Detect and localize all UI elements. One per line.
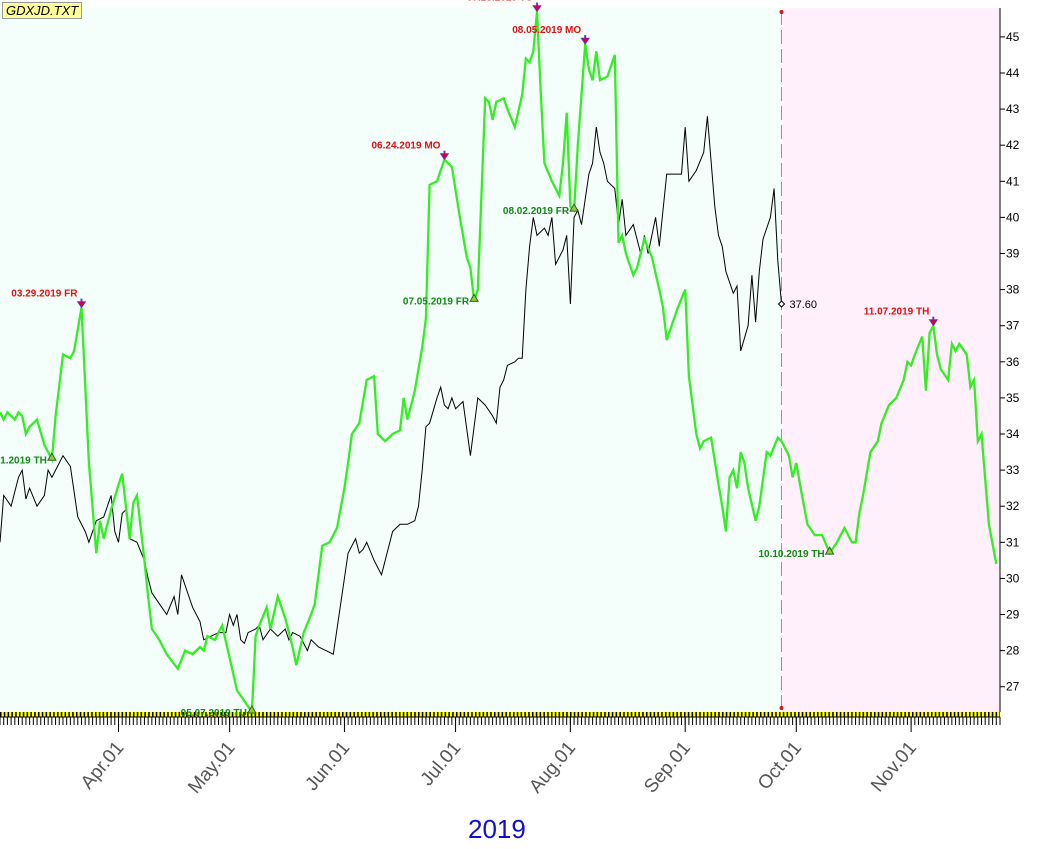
y-tick-label: 36 xyxy=(1006,355,1020,369)
trough-label: 1.2019 TH xyxy=(0,455,47,466)
x-tick-label: Oct.01 xyxy=(754,738,806,794)
y-tick-label: 35 xyxy=(1006,391,1020,405)
y-tick-label: 32 xyxy=(1006,499,1020,513)
peak-label: 03.29.2019 FR xyxy=(11,289,78,300)
y-tick-label: 45 xyxy=(1006,30,1020,44)
y-axis: 27 28 29 30 31 32 33 34 35 36 37 38 39 40 41 42 43 44 45 xyxy=(999,8,1020,712)
year-label: 2019 xyxy=(468,814,526,844)
y-tick-label: 38 xyxy=(1006,283,1020,297)
y-tick-label: 28 xyxy=(1006,644,1020,658)
y-tick-label: 30 xyxy=(1006,571,1020,585)
trough-label: 08.02.2019 FR xyxy=(503,206,570,217)
x-tick-label: Jun.01 xyxy=(302,738,355,795)
y-tick-label: 39 xyxy=(1006,246,1020,260)
peak-label: 06.24.2019 MO xyxy=(372,141,441,152)
y-tick-label: 31 xyxy=(1006,535,1020,549)
trough-label: 05.07.2019 TU xyxy=(181,708,247,719)
peak-arrow xyxy=(532,5,542,13)
trough-marker xyxy=(246,704,257,714)
peak-arrow xyxy=(580,37,590,45)
y-tick-label: 41 xyxy=(1006,174,1020,188)
forecast-marker-bottom xyxy=(779,706,784,710)
x-tick-label: Nov.01 xyxy=(867,738,921,797)
trough-label: 10.10.2019 TH xyxy=(758,549,824,560)
y-tick-label: 29 xyxy=(1006,608,1020,622)
cycle-line xyxy=(0,11,998,716)
y-tick-label: 27 xyxy=(1006,680,1020,694)
last-price-diamond xyxy=(777,300,786,308)
y-tick-label: 43 xyxy=(1006,102,1020,116)
y-tick-label: 37 xyxy=(1006,319,1020,333)
plot-background-forecast xyxy=(781,8,1000,712)
last-price-label: 37.60 xyxy=(789,299,817,311)
y-tick-label: 40 xyxy=(1006,210,1020,224)
last-price-marker: 37.60 xyxy=(777,299,817,311)
peak-arrow xyxy=(439,153,450,161)
peak-arrow xyxy=(928,319,939,327)
plot-background-history xyxy=(0,8,782,712)
y-tick-label: 34 xyxy=(1006,427,1020,441)
peak-label: 08.05.2019 MO xyxy=(512,25,581,36)
peak-label: 07.23.2019 TU xyxy=(467,0,533,4)
x-tick-label: Aug.01 xyxy=(525,738,580,798)
x-axis-band xyxy=(0,712,1000,717)
file-label: GDXJD.TXT xyxy=(2,2,83,19)
x-tick-label: Apr.01 xyxy=(77,738,128,794)
trough-marker xyxy=(824,546,835,555)
x-tick-label: Jul.01 xyxy=(417,738,466,790)
price-line xyxy=(0,116,782,655)
trough-marker xyxy=(469,293,479,302)
forecast-marker-top xyxy=(779,10,784,14)
y-tick-label: 42 xyxy=(1006,138,1020,152)
x-tick-label: May.01 xyxy=(184,738,239,798)
peak-label: 11.07.2019 TH xyxy=(864,307,930,318)
y-tick-label: 44 xyxy=(1006,66,1020,80)
turning-point-markers: 03.29.2019 FR 1.2019 TH 05.07.2019 TU 06.24… xyxy=(0,0,939,719)
trough-marker xyxy=(46,452,57,461)
x-tick-label: Sep.01 xyxy=(640,738,695,798)
trough-label: 07.05.2019 FR xyxy=(403,296,470,307)
x-axis: Apr.01 May.01 Jun.01 Jul.01 Aug.01 Sep.01 Oct.… xyxy=(0,712,1001,798)
y-tick-label: 33 xyxy=(1006,463,1020,477)
trough-marker xyxy=(569,203,579,212)
peak-arrow xyxy=(76,301,87,309)
